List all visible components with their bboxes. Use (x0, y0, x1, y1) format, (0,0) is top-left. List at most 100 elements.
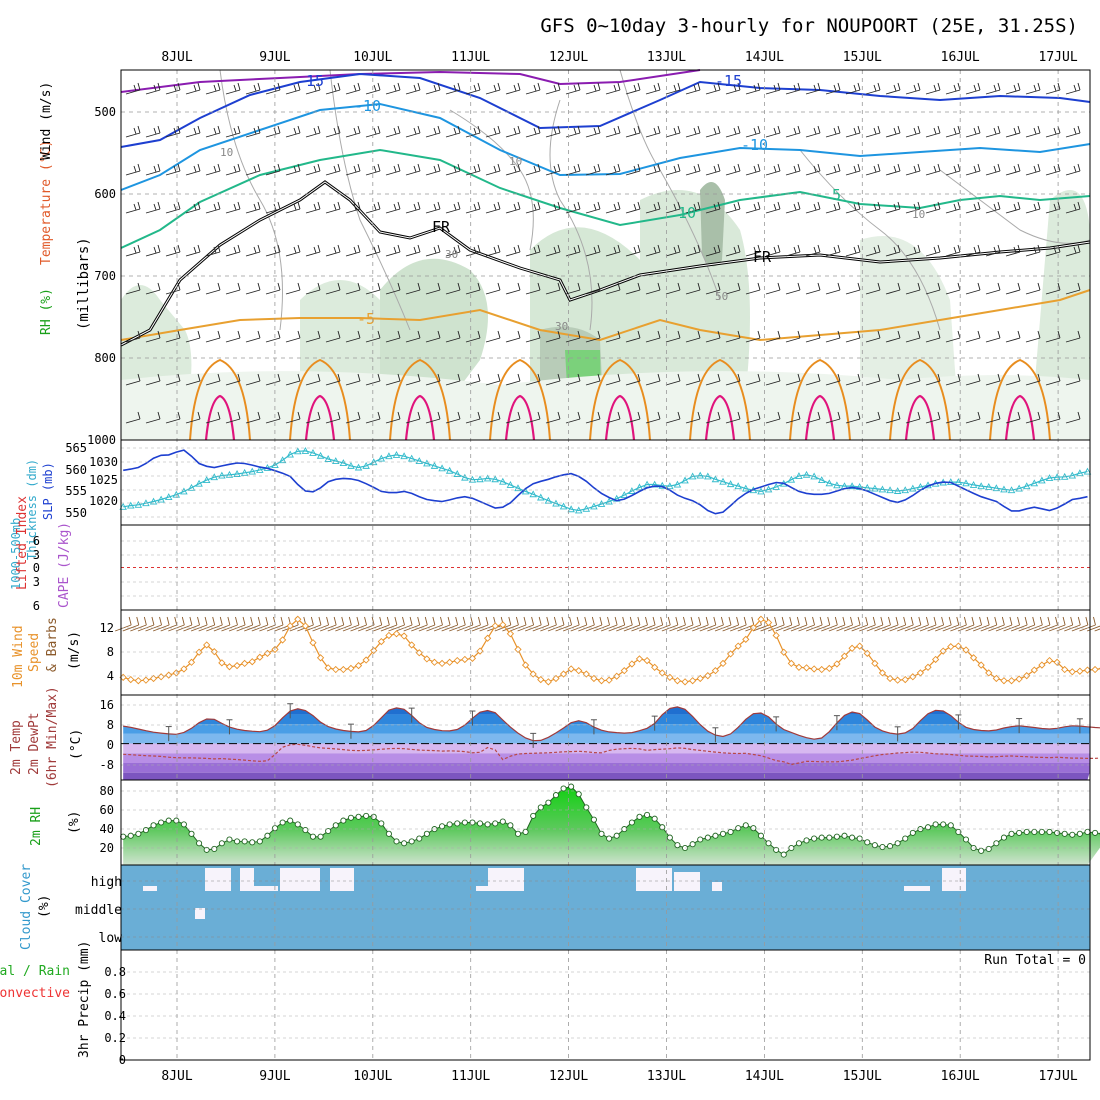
wind-barb-flag (513, 127, 517, 135)
wind-barb-flag (497, 82, 501, 91)
thickness-marker (126, 501, 135, 509)
rh2m-marker (135, 830, 142, 837)
wind10m-barb-flag (250, 616, 254, 626)
temp-tick: 8 (107, 718, 114, 732)
thickness-marker (149, 497, 158, 505)
wind10m-barb-flag (197, 616, 200, 626)
wind10m-barb (730, 624, 747, 632)
wind-barb (825, 380, 841, 386)
wind-barb (145, 170, 161, 176)
wind-barb (725, 132, 741, 138)
wind-barb (145, 289, 161, 295)
wind-barb-flag (517, 163, 521, 172)
rh-contour (329, 69, 411, 331)
wind-barb-flag (617, 163, 621, 172)
wind10m-speed-marker (787, 659, 795, 668)
wind10m-barb-flag (850, 616, 853, 626)
rh2m-marker (803, 837, 810, 844)
wind-barb-flag (537, 282, 541, 291)
wind-barb (405, 289, 421, 295)
wind-barb-flag (657, 330, 661, 339)
thickness-marker (1083, 467, 1092, 475)
wind-barb (505, 89, 521, 95)
wind-barb-flag (297, 330, 301, 339)
wind-barb (485, 89, 501, 95)
wind-barb-flag (317, 125, 321, 134)
precip-label2: Convective (0, 986, 70, 1001)
wind10m-speed-marker (1076, 667, 1084, 675)
wind-barb (525, 208, 541, 214)
wind-barb (645, 380, 661, 386)
wind-barb-flag (553, 165, 557, 173)
wind-barb-flag (533, 127, 537, 135)
wind-barb (205, 380, 221, 386)
rh2m-marker (712, 832, 719, 839)
wind-barb-flag (653, 203, 657, 211)
thickness-marker (992, 484, 1001, 492)
wind-barb (465, 170, 481, 176)
wind10m-barb-flag (212, 616, 216, 626)
wind10m-barb-flag (538, 616, 542, 626)
wind-barb (725, 418, 741, 424)
wind-barb-flag (477, 82, 481, 91)
wind-barb-flag (397, 330, 401, 339)
wind10m-barb (411, 624, 428, 632)
wind10m-barb (327, 624, 344, 632)
wind10m-label1: 10m Wind (11, 625, 26, 688)
wind-barb-flag (757, 373, 761, 382)
wind-barb-flag (957, 282, 961, 291)
contour-label: 5 (832, 186, 841, 204)
wind-barb-flag (557, 373, 561, 382)
thickness-marker (620, 491, 629, 499)
wind-barb-flag (633, 84, 637, 92)
wind-barb (385, 251, 401, 257)
wind10m-barb (213, 624, 231, 632)
rh2m-marker (241, 838, 248, 845)
wind-barb-flag (1013, 246, 1017, 254)
thickness-marker (134, 500, 143, 508)
cloud-block (712, 882, 722, 891)
wind-barb-flag (493, 203, 497, 211)
wind10m-speed-marker (453, 656, 461, 665)
wind-barb (305, 289, 321, 295)
wind-barb-flag (713, 246, 717, 254)
rh2m-marker (1076, 830, 1083, 837)
wind10m-barb (897, 624, 914, 632)
wind-barb-flag (717, 201, 721, 210)
wind-barb-flag (997, 82, 1001, 91)
wind-barb-flag (1057, 201, 1061, 210)
thickness-marker (400, 452, 408, 460)
wind-barb-flag (497, 330, 501, 339)
wind10m-speed-marker (339, 665, 347, 674)
wind-barb (205, 418, 221, 424)
wind-barb-flag (977, 163, 981, 172)
wind-barb (265, 418, 281, 424)
rh2m-marker (985, 845, 992, 852)
wind-barb-flag (193, 127, 197, 135)
wind-barb (665, 380, 681, 386)
wind-barb (325, 208, 341, 214)
wind-barb-flag (637, 82, 641, 91)
wind-barb-flag (297, 411, 301, 420)
wind-barb (125, 170, 141, 176)
wind-barb (965, 289, 981, 295)
warm-core-contour (204, 394, 236, 441)
wind-barb (185, 289, 201, 295)
wind-barb-flag (557, 244, 561, 253)
temp-tick: -8 (100, 758, 114, 772)
day-label-bottom: 14JUL (745, 1069, 784, 1084)
wind-barb (385, 337, 401, 343)
cloud-block (674, 872, 700, 891)
rh2m-marker (947, 822, 954, 829)
wind-barb (205, 170, 221, 176)
wind-barb-flag (197, 125, 201, 134)
wind10m-barb (122, 624, 139, 632)
wind-barb (1025, 89, 1041, 95)
wind-barb-flag (837, 282, 841, 291)
wind-barb (285, 380, 301, 386)
wind10m-barb (532, 624, 549, 632)
wind10m-barb-flag (447, 616, 451, 626)
wind-barb-flag (573, 246, 577, 254)
wind-barb-flag (633, 203, 637, 211)
wind-barb-flag (973, 127, 977, 135)
